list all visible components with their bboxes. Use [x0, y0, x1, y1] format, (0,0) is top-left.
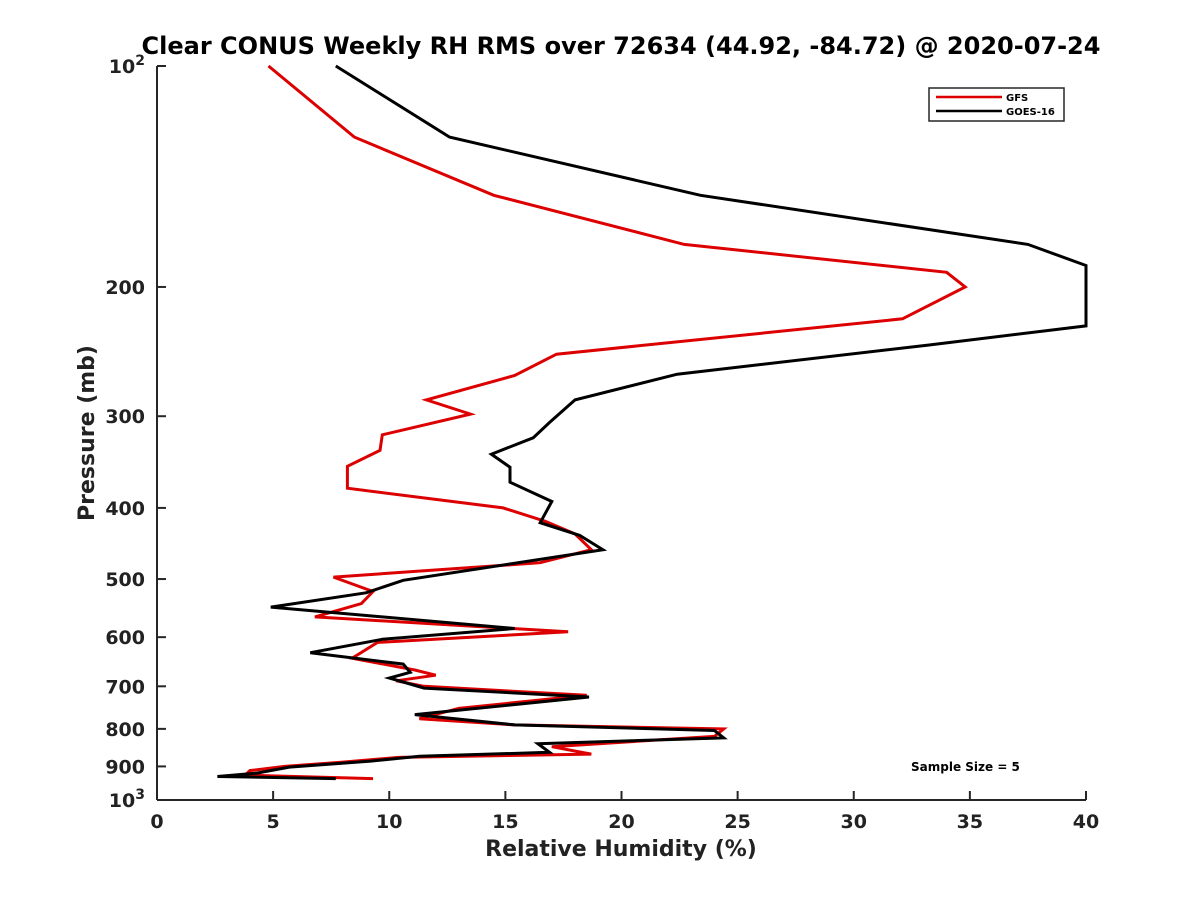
y-tick-label: 400 [105, 498, 145, 520]
x-axis-label: Relative Humidity (%) [485, 837, 757, 862]
legend-box [928, 87, 1065, 122]
legend-label-gfs: GFS [1006, 93, 1028, 104]
series-line-goes-16 [217, 64, 1088, 781]
series-line-gfs [241, 64, 968, 781]
y-tick-label: 103 [109, 787, 145, 812]
y-tick-label: 600 [105, 627, 145, 649]
x-tick-label: 5 [267, 811, 280, 833]
y-axis-label: Pressure (mb) [75, 345, 100, 521]
plot-area: 0 5 10 15 20 25 30 35 40 102 200 300 400 500 600 700 80… [105, 53, 1099, 833]
x-tick-label: 0 [150, 811, 163, 833]
y-tick-label: 102 [109, 53, 145, 78]
legend[interactable]: GFS GOES-16 [928, 87, 1065, 122]
x-tick-label: 15 [492, 811, 518, 833]
y-tick-label: 700 [105, 676, 145, 698]
y-tick-label: 800 [105, 719, 145, 741]
y-ticks: 102 200 300 400 500 600 700 800 900 103 [105, 53, 166, 812]
y-tick-label: 200 [105, 277, 145, 299]
sample-size-annotation: Sample Size = 5 [911, 760, 1020, 774]
y-tick-label: 300 [105, 406, 145, 428]
x-ticks: 0 5 10 15 20 25 30 35 40 [150, 791, 1099, 833]
chart-title: Clear CONUS Weekly RH RMS over 72634 (44… [142, 32, 1101, 60]
y-tick-label: 500 [105, 569, 145, 591]
x-tick-label: 30 [841, 811, 867, 833]
y-tick-label: 900 [105, 756, 145, 778]
series-layer [217, 64, 1088, 781]
x-tick-label: 35 [957, 811, 983, 833]
x-tick-label: 25 [724, 811, 750, 833]
x-tick-label: 10 [376, 811, 402, 833]
legend-label-goes16: GOES-16 [1006, 107, 1055, 118]
x-tick-label: 40 [1073, 811, 1099, 833]
x-tick-label: 20 [608, 811, 634, 833]
